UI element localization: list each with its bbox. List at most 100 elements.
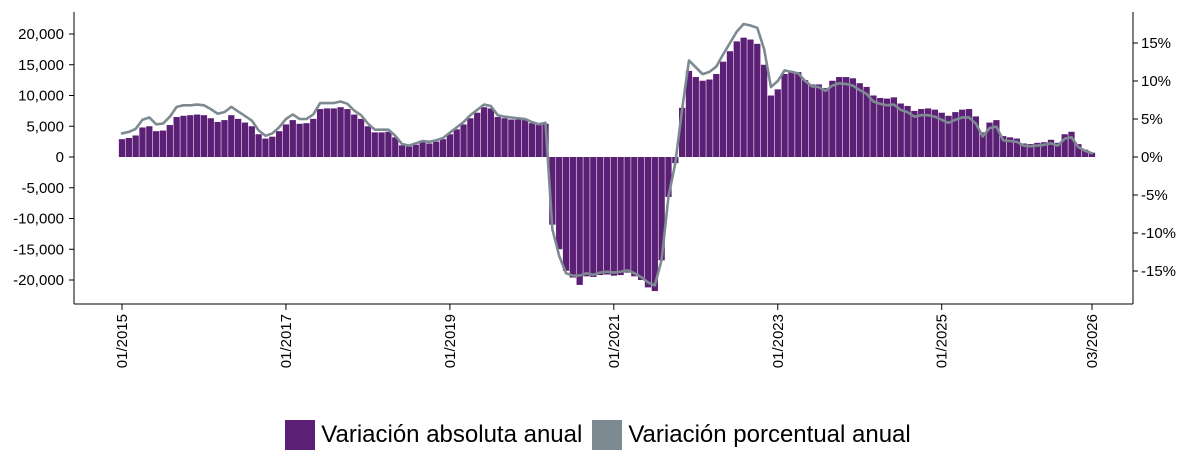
bar [521, 120, 529, 157]
chart-svg: 20,000 15,000 10,000 5,000 0 -5,000 -10,000 -15… [13, 12, 1176, 368]
bar [207, 118, 214, 157]
bar [446, 134, 454, 157]
right-tick-label: -10% [1141, 225, 1176, 242]
right-tick-label: -15% [1141, 263, 1176, 280]
bar [945, 115, 952, 157]
bar [993, 120, 1000, 157]
bar [1006, 137, 1014, 157]
bar [801, 80, 809, 158]
bar [439, 139, 447, 157]
bar [433, 141, 440, 158]
bar [603, 157, 611, 275]
bar [310, 118, 317, 157]
bar [569, 157, 576, 278]
bar [228, 115, 235, 157]
right-tick-label: 5% [1141, 111, 1163, 128]
left-tick-label: 5,000 [26, 118, 64, 135]
line-series-layer [120, 22, 1094, 287]
bar [822, 88, 829, 157]
bar [986, 122, 993, 157]
bar [644, 157, 652, 288]
bar [713, 73, 720, 157]
right-axis-ticks: 15% 10% 5% 0% -5% -10% -15% [1133, 35, 1176, 280]
left-tick-label: -20,000 [13, 272, 64, 289]
bar [337, 107, 344, 157]
bar [139, 127, 146, 157]
bar [146, 126, 153, 157]
bar [610, 157, 617, 276]
bar [856, 83, 863, 157]
x-tick-label: 01/2021 [606, 314, 623, 368]
bar [508, 119, 515, 157]
bar [528, 123, 535, 157]
bar [617, 157, 624, 276]
bar [214, 121, 221, 157]
left-tick-label: -10,000 [13, 211, 64, 228]
bar [836, 77, 843, 157]
bar [535, 125, 542, 157]
bar [931, 109, 939, 157]
bar [638, 157, 645, 280]
bar [754, 43, 761, 158]
bar [719, 61, 727, 157]
bar [760, 64, 768, 157]
bar [296, 123, 303, 157]
bar [1000, 136, 1007, 157]
bar [494, 117, 501, 157]
bar [808, 84, 816, 157]
x-tick-label: 01/2019 [442, 314, 459, 368]
x-tick-label: 01/2023 [770, 314, 787, 368]
bar [972, 116, 980, 157]
bar [282, 124, 290, 157]
legend-swatch-percent [592, 420, 623, 450]
bar [965, 109, 973, 157]
bar [562, 157, 570, 271]
bar [842, 77, 850, 157]
bar [412, 144, 419, 157]
bar [952, 112, 959, 157]
bar [289, 120, 296, 157]
bar [385, 131, 392, 157]
bar [1082, 149, 1089, 157]
bar [624, 157, 631, 273]
bar [234, 118, 242, 157]
bar [453, 129, 460, 157]
bar [480, 107, 488, 157]
bar [1061, 134, 1068, 157]
legend-label-percent: Variación porcentual anual [628, 421, 911, 448]
bar [132, 135, 139, 157]
bar [1075, 144, 1082, 157]
bar [323, 108, 331, 157]
bar [125, 137, 132, 157]
bar [419, 142, 426, 157]
bar [1047, 139, 1055, 157]
bar [733, 41, 740, 157]
bar [685, 70, 693, 157]
bar [173, 117, 180, 157]
bar [371, 132, 378, 157]
bar-series [118, 37, 1096, 292]
bar [658, 157, 665, 261]
bar [679, 107, 686, 157]
x-tick-label: 01/2015 [114, 314, 131, 368]
bar [200, 115, 208, 157]
bar [631, 157, 638, 277]
bar [1013, 138, 1020, 157]
bar [665, 157, 672, 197]
bar [747, 39, 754, 157]
bar [583, 157, 590, 277]
bar [549, 157, 556, 225]
bar [1041, 142, 1048, 157]
bar [153, 131, 160, 157]
bar [883, 98, 891, 157]
bar [275, 131, 283, 157]
bar [576, 157, 583, 285]
bar [351, 114, 358, 157]
bar [460, 124, 467, 157]
bar [1027, 144, 1034, 157]
bar [398, 145, 406, 157]
bar [194, 114, 201, 157]
bar [241, 122, 249, 157]
left-tick-label: -15,000 [13, 241, 64, 258]
bar [904, 105, 911, 157]
